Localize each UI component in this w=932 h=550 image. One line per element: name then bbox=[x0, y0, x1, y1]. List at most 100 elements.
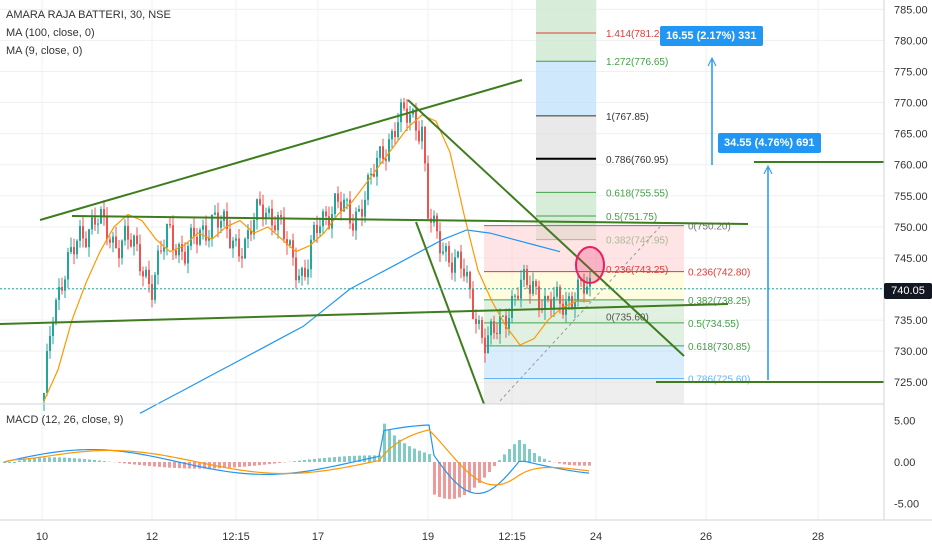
candle-body bbox=[268, 208, 270, 213]
candle-body bbox=[532, 281, 534, 294]
candle-body bbox=[181, 244, 183, 252]
candle-body bbox=[352, 223, 354, 231]
candle-body bbox=[70, 247, 72, 253]
candle-body bbox=[556, 287, 558, 297]
macd-histogram-bar bbox=[318, 458, 321, 462]
candle-body bbox=[301, 267, 303, 276]
candle-body bbox=[85, 238, 87, 248]
candle-body bbox=[88, 229, 90, 248]
candle-body bbox=[343, 199, 345, 212]
candle-body bbox=[511, 295, 513, 318]
macd-tick: -5.00 bbox=[894, 498, 919, 510]
macd-histogram-bar bbox=[163, 462, 166, 468]
candle-body bbox=[517, 295, 519, 299]
macd-histogram-bar bbox=[393, 435, 396, 462]
price-tick: 745.00 bbox=[894, 253, 928, 265]
candle-body bbox=[145, 269, 147, 277]
macd-histogram-bar bbox=[183, 462, 186, 469]
macd-histogram-bar bbox=[423, 452, 426, 462]
macd-histogram-bar bbox=[93, 459, 96, 462]
fib-label: 0.236(743.25) bbox=[606, 265, 668, 276]
ma9-legend: MA (9, close, 0) bbox=[6, 45, 83, 57]
candle-body bbox=[124, 225, 126, 241]
macd-histogram-bar bbox=[363, 455, 366, 462]
macd-histogram-bar bbox=[458, 462, 461, 498]
candle-body bbox=[391, 131, 393, 140]
candle-body bbox=[469, 271, 471, 290]
macd-histogram-bar bbox=[258, 462, 261, 466]
macd-histogram-bar bbox=[543, 458, 546, 462]
fib-band bbox=[536, 115, 596, 159]
macd-histogram-bar bbox=[68, 457, 71, 462]
macd-histogram-bar bbox=[473, 462, 476, 488]
fib-band bbox=[536, 0, 596, 33]
fib-label: 0.236(742.80) bbox=[688, 268, 750, 279]
candle-body bbox=[394, 131, 396, 138]
candle-body bbox=[82, 226, 84, 239]
candle-body bbox=[223, 211, 225, 221]
fib-label: 0.618(755.55) bbox=[606, 188, 668, 199]
fib-band bbox=[484, 345, 684, 379]
candle-body bbox=[481, 320, 483, 338]
candle-body bbox=[43, 392, 45, 401]
macd-histogram-bar bbox=[308, 459, 311, 462]
candle-body bbox=[445, 246, 447, 252]
macd-histogram-bar bbox=[168, 462, 171, 468]
macd-histogram-bar bbox=[573, 462, 576, 466]
macd-histogram-bar bbox=[123, 462, 126, 464]
candle-body bbox=[442, 251, 444, 254]
time-tick: 26 bbox=[700, 531, 712, 543]
candle-body bbox=[73, 247, 75, 255]
candle-body bbox=[118, 248, 120, 259]
macd-histogram-bar bbox=[568, 462, 571, 465]
candle-body bbox=[247, 230, 249, 239]
macd-histogram-bar bbox=[503, 454, 506, 462]
signal-line bbox=[3, 429, 590, 486]
candle-body bbox=[142, 271, 144, 277]
candle-body bbox=[454, 257, 456, 273]
macd-histogram-bar bbox=[588, 462, 591, 466]
price-tick: 725.00 bbox=[894, 377, 928, 389]
price-tick: 730.00 bbox=[894, 346, 928, 358]
measure-badge-upper[interactable]: 16.55 (2.17%) 331 bbox=[660, 26, 763, 46]
macd-histogram-bar bbox=[493, 462, 496, 467]
candle-body bbox=[484, 337, 486, 354]
macd-histogram-bar bbox=[188, 462, 191, 469]
trend-drawings[interactable] bbox=[0, 56, 884, 405]
candle-body bbox=[139, 244, 141, 272]
candle-body bbox=[433, 215, 435, 223]
candle-body bbox=[568, 296, 570, 302]
macd-histogram-bar bbox=[558, 462, 561, 464]
macd-histogram-bar bbox=[273, 462, 276, 464]
candle-body bbox=[172, 225, 174, 251]
macd-tick: 5.00 bbox=[894, 416, 915, 428]
macd-histogram-bar bbox=[443, 462, 446, 499]
candle-body bbox=[103, 209, 105, 217]
candle-body bbox=[67, 252, 69, 280]
macd-histogram-bar bbox=[478, 462, 481, 483]
time-tick: 12:15 bbox=[498, 531, 526, 543]
candle-body bbox=[409, 114, 411, 123]
candle-body bbox=[265, 212, 267, 218]
macd-histogram-bar bbox=[373, 455, 376, 462]
macd-histogram-bar bbox=[238, 462, 241, 468]
candle-body bbox=[496, 332, 498, 335]
candle-body bbox=[274, 225, 276, 231]
candle-body bbox=[295, 257, 297, 281]
candle-body bbox=[154, 274, 156, 300]
fib-band bbox=[536, 32, 596, 62]
macd-histogram-bar bbox=[348, 456, 351, 462]
macd-histogram-bar bbox=[303, 460, 306, 462]
macd-histogram-bar bbox=[353, 455, 356, 462]
measure-badge-lower[interactable]: 34.55 (4.76%) 691 bbox=[718, 133, 821, 153]
macd-histogram-bar bbox=[563, 462, 566, 465]
candle-body bbox=[535, 281, 537, 287]
candle-body bbox=[226, 211, 228, 230]
candle-body bbox=[205, 225, 207, 241]
candle-body bbox=[475, 318, 477, 324]
macd-histogram-bar bbox=[38, 457, 41, 462]
macd-histogram-bar bbox=[498, 460, 501, 462]
candle-body bbox=[193, 227, 195, 237]
